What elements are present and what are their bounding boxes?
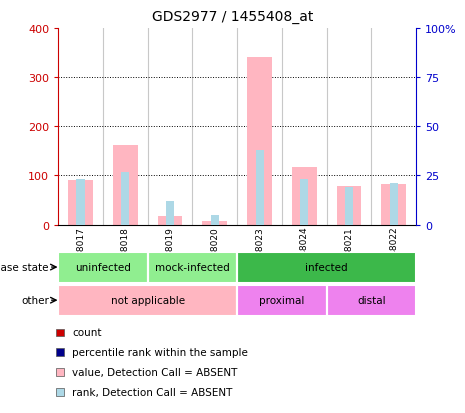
Bar (237, 252, 416, 283)
Bar (300, 180, 308, 225)
Text: GSM148021: GSM148021 (345, 226, 353, 281)
Text: GSM148022: GSM148022 (389, 226, 399, 281)
Bar (121, 172, 129, 225)
Text: distal: distal (357, 295, 386, 306)
Bar (158, 216, 182, 225)
Bar (390, 184, 398, 225)
Text: value, Detection Call = ABSENT: value, Detection Call = ABSENT (72, 367, 238, 377)
Bar (381, 185, 406, 225)
Text: rank, Detection Call = ABSENT: rank, Detection Call = ABSENT (72, 387, 232, 397)
Bar (337, 187, 361, 225)
Bar (147, 252, 237, 283)
Text: GSM148017: GSM148017 (76, 226, 85, 281)
Bar (202, 221, 227, 225)
Text: mock-infected: mock-infected (155, 262, 230, 273)
Text: GSM148019: GSM148019 (166, 226, 174, 281)
Text: other: other (21, 295, 49, 306)
Bar (292, 167, 317, 225)
Text: count: count (72, 328, 101, 337)
Bar (76, 180, 85, 225)
Text: disease state: disease state (0, 262, 49, 273)
Bar (58, 252, 147, 283)
Text: infected: infected (306, 262, 348, 273)
Bar (326, 285, 416, 316)
Text: GSM148024: GSM148024 (300, 226, 309, 281)
Text: GDS2977 / 1455408_at: GDS2977 / 1455408_at (152, 10, 313, 24)
Text: GSM148018: GSM148018 (121, 226, 130, 281)
Bar (237, 285, 326, 316)
Bar (247, 58, 272, 225)
Bar (211, 215, 219, 225)
Text: GSM148023: GSM148023 (255, 226, 264, 281)
Text: proximal: proximal (259, 295, 305, 306)
Bar (113, 146, 138, 225)
Bar (345, 188, 353, 225)
Text: percentile rank within the sample: percentile rank within the sample (72, 347, 248, 357)
Bar (68, 181, 93, 225)
Bar (166, 202, 174, 225)
Text: uninfected: uninfected (75, 262, 131, 273)
Text: not applicable: not applicable (111, 295, 185, 306)
Bar (58, 285, 237, 316)
Bar (255, 150, 264, 225)
Text: GSM148020: GSM148020 (210, 226, 219, 281)
